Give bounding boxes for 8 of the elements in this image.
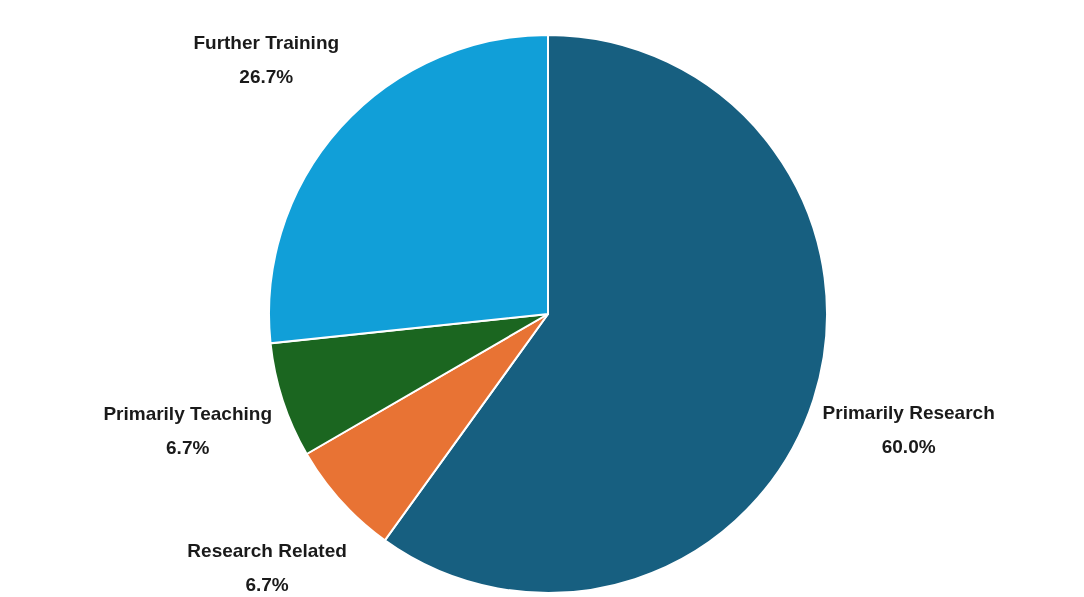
data-label: 6.7% — [166, 437, 210, 459]
slice-label: Primarily Research — [822, 402, 995, 424]
data-label: 60.0% — [881, 436, 936, 458]
data-label: 6.7% — [245, 574, 289, 596]
data-label: 26.7% — [239, 66, 294, 88]
slice-label: Research Related — [187, 540, 347, 562]
slice-label: Primarily Teaching — [103, 403, 272, 425]
slice-label: Further Training — [193, 32, 340, 54]
